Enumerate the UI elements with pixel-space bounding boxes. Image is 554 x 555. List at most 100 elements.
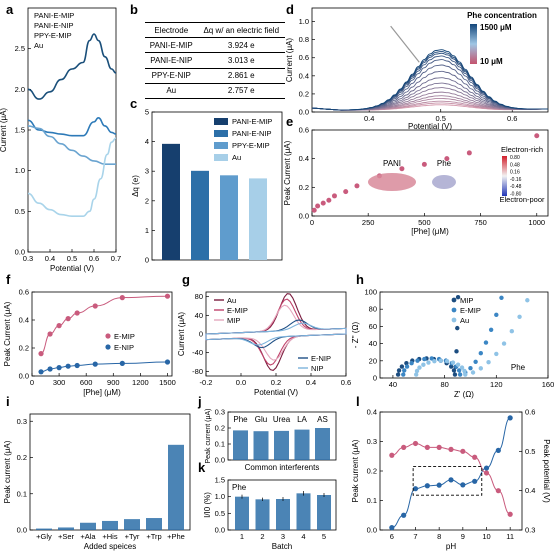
- table-b: Electrode Δq w/ an electric field PANI-E…: [145, 21, 285, 99]
- data-point: [412, 486, 419, 492]
- y-tick-label: 0.1: [367, 496, 377, 505]
- esp-colorbar-label: -0.80: [510, 192, 522, 198]
- legend-marker: [451, 317, 457, 323]
- data-point: [65, 316, 71, 322]
- panel-label-i: i: [6, 394, 10, 409]
- y-tick-label: 0.4: [19, 316, 29, 325]
- x-tick-label: 0: [30, 378, 34, 387]
- nyquist-point: [494, 351, 499, 357]
- data-point: [119, 295, 125, 301]
- nyquist-point: [395, 372, 401, 377]
- nyquist-point: [478, 366, 483, 371]
- y-tick-label: 0.2: [299, 89, 309, 98]
- table-row: PANI-E-NIP 3.013 e: [145, 52, 285, 69]
- y-tick-label: 0.3: [367, 437, 377, 446]
- plot-frame: [379, 291, 549, 379]
- data-point: [421, 161, 427, 167]
- nyquist-point: [409, 360, 414, 366]
- nyquist-point: [444, 358, 450, 364]
- legend-label-Au: Au: [227, 296, 236, 305]
- y-tick-label: 0.8: [299, 35, 309, 44]
- legend-label-E-MIP: E-MIP: [114, 332, 135, 341]
- y-tick-label: -40: [192, 348, 203, 357]
- y-tick-label: 60: [369, 322, 377, 331]
- y-tick-label: 1.5: [215, 476, 225, 485]
- trend-arrow: [390, 25, 420, 63]
- y2-tick-label: 0.6: [525, 408, 535, 417]
- bar-+Ala: [80, 522, 96, 530]
- y-axis-label: Peak current (μA): [351, 439, 360, 502]
- x-tick-label: 10: [482, 532, 490, 541]
- x-axis-label: Z' (Ω): [454, 390, 474, 399]
- legend-label-NIP: NIP: [311, 364, 324, 373]
- x-axis-label: Potential (V): [254, 388, 298, 397]
- bar-PANI-E-MIP: [162, 143, 180, 260]
- y-axis-label: Peak current (μA): [3, 440, 12, 503]
- data-point: [507, 415, 513, 421]
- legend-label-E-NIP: E-NIP: [114, 343, 134, 352]
- nyquist-point: [404, 364, 410, 369]
- nyquist-point: [459, 365, 465, 370]
- data-point: [47, 366, 53, 372]
- x-tick-label: 7: [413, 532, 417, 541]
- y-tick-label: 0.0: [367, 526, 377, 535]
- legend-label-E-MIP: E-MIP: [227, 306, 248, 315]
- x-axis-label: Batch: [272, 542, 292, 551]
- y-axis-label: I/I0 (%): [203, 492, 212, 518]
- y-tick-label: 0.0: [19, 372, 29, 381]
- legend-swatch: [214, 142, 228, 149]
- y-tick-label: 1.0: [215, 492, 225, 501]
- x-axis-label: Added speices: [84, 542, 136, 551]
- x-tick-label: 0.4: [306, 378, 316, 387]
- data-point: [74, 310, 80, 316]
- bar-label: Glu: [255, 415, 267, 424]
- data-point: [401, 512, 407, 518]
- y-tick-label: 4: [145, 137, 149, 146]
- legend-label-MIP: MIP: [227, 316, 240, 325]
- nyquist-point: [470, 370, 476, 375]
- bar-Urea: [274, 430, 289, 460]
- data-point: [448, 477, 454, 483]
- x-axis-label: [Phe] (μM): [83, 388, 121, 397]
- x-tick-label: -0.2: [200, 378, 213, 387]
- series-line-PPY-E-MIP: [27, 125, 116, 165]
- nyquist-point: [463, 372, 468, 377]
- data-point: [92, 303, 98, 309]
- nyquist-point: [396, 368, 402, 373]
- legend-label-Au: Au: [34, 41, 43, 50]
- data-point: [38, 351, 44, 357]
- y-tick-label: 0.1: [17, 489, 27, 498]
- panel-label-j: j: [197, 394, 202, 409]
- y-tick-label: 2: [145, 196, 149, 205]
- y-tick-label: 0.2: [19, 344, 29, 353]
- y-tick-label: 40: [195, 311, 203, 320]
- legend-swatch: [214, 118, 228, 125]
- x-tick-label: 5: [322, 532, 326, 541]
- nyquist-point: [454, 349, 459, 354]
- series-line-Au: [27, 137, 117, 218]
- legend-label-PPY-E-MIP: PPY-E-MIP: [232, 141, 270, 150]
- nyquist-point: [415, 358, 420, 363]
- data-point: [460, 482, 466, 488]
- nyquist-point: [499, 295, 504, 300]
- nyquist-point: [401, 372, 406, 377]
- nyquist-point: [404, 360, 409, 366]
- bar-label: Phe: [233, 415, 248, 424]
- nyquist-point: [429, 356, 434, 361]
- data-point: [74, 362, 80, 369]
- bar-+Ser: [58, 527, 74, 530]
- annotation-phe: Phe: [511, 363, 526, 372]
- data-point: [495, 488, 501, 494]
- bar-+Gly: [36, 528, 52, 530]
- x-tick-label: 8: [437, 532, 441, 541]
- nyquist-point: [478, 351, 483, 356]
- plot-frame: [29, 413, 191, 531]
- nyquist-point: [399, 364, 405, 369]
- panel-label-h: h: [356, 272, 364, 287]
- series-line-left: [391, 417, 511, 529]
- y2-tick-label: 0.3: [525, 526, 535, 535]
- data-point: [466, 150, 472, 156]
- nyquist-point: [457, 372, 463, 377]
- nyquist-point: [413, 372, 419, 377]
